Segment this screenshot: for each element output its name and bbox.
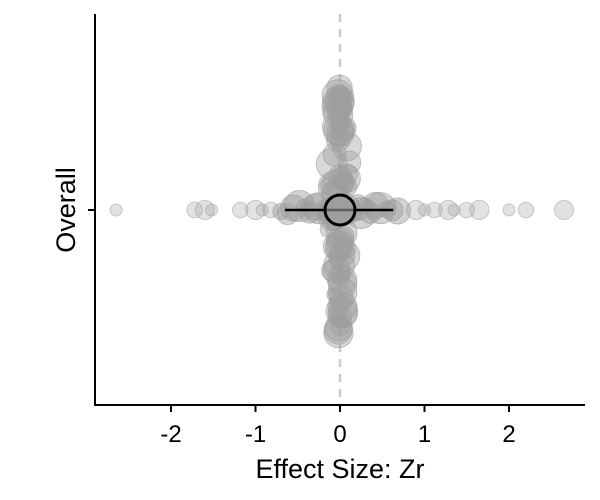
effect-size-points — [109, 74, 575, 349]
effect-size-point — [255, 203, 269, 217]
effect-size-point — [109, 203, 123, 217]
effect-size-point — [426, 201, 443, 219]
x-tick-label: -2 — [160, 421, 181, 448]
effect-size-point — [245, 199, 266, 221]
effect-size-point — [330, 315, 351, 336]
effect-size-point — [194, 199, 215, 221]
effect-size-point — [319, 177, 336, 195]
effect-size-point — [337, 150, 362, 175]
x-tick-label: -1 — [245, 421, 266, 448]
x-tick-label: 0 — [333, 421, 346, 448]
x-axis-ticks: -2 -1 0 1 2 — [160, 405, 516, 448]
effect-size-point — [517, 201, 535, 219]
effect-size-point — [328, 132, 346, 150]
overall-estimate — [285, 193, 394, 227]
effect-size-point — [205, 203, 219, 217]
effect-size-point — [447, 203, 461, 217]
x-tick-label: 1 — [418, 421, 431, 448]
effect-size-point — [469, 199, 490, 221]
effect-size-point — [502, 203, 516, 217]
effect-size-point — [186, 201, 203, 219]
effect-size-point — [321, 259, 343, 282]
x-axis-title: Effect Size: Zr — [255, 454, 424, 484]
effect-size-point — [231, 201, 249, 219]
effect-size-point — [326, 227, 354, 255]
overall-estimate-point — [323, 193, 357, 227]
x-tick-label: 2 — [502, 421, 515, 448]
effect-size-point — [553, 199, 575, 221]
effect-size-point — [329, 116, 356, 143]
effect-size-point — [321, 86, 355, 119]
effect-size-point — [298, 201, 321, 224]
effect-size-point — [326, 83, 350, 107]
y-axis-title: Overall — [51, 167, 81, 253]
